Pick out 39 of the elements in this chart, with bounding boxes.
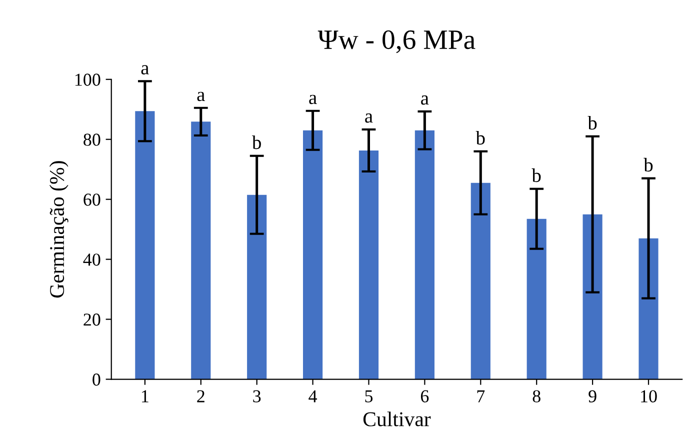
annotation: b bbox=[252, 135, 261, 150]
x-axis-title: Cultivar bbox=[363, 412, 431, 426]
bar bbox=[638, 238, 658, 380]
annotation: a bbox=[309, 94, 317, 104]
x-tick-label: 10 bbox=[641, 390, 657, 402]
annotation: b bbox=[476, 130, 485, 145]
bar bbox=[414, 130, 434, 380]
bar bbox=[526, 218, 546, 380]
y-tick-label: 80 bbox=[84, 134, 100, 146]
bar bbox=[247, 194, 267, 380]
annotation: b bbox=[644, 158, 653, 172]
annotation: a bbox=[141, 65, 149, 74]
bar bbox=[303, 130, 323, 380]
x-tick-label: 1 bbox=[142, 390, 148, 402]
y-tick-label: 40 bbox=[83, 254, 100, 266]
annotation: a bbox=[197, 92, 205, 102]
x-tick-label: 3 bbox=[253, 390, 261, 402]
y-tick-label: 20 bbox=[84, 314, 100, 326]
x-tick-label: 7 bbox=[477, 390, 485, 402]
bar bbox=[358, 150, 379, 380]
x-tick-label: 4 bbox=[308, 390, 318, 402]
annotation: a bbox=[421, 95, 429, 105]
annotation: b bbox=[588, 116, 597, 130]
annotation: b bbox=[532, 168, 541, 182]
x-tick-label: 9 bbox=[588, 390, 596, 402]
bar bbox=[135, 111, 155, 380]
x-tick-label: 8 bbox=[532, 390, 540, 402]
x-tick-label: 2 bbox=[197, 390, 204, 402]
x-tick-label: 5 bbox=[365, 390, 373, 402]
bar bbox=[470, 182, 490, 380]
y-tick-label: 100 bbox=[75, 74, 100, 86]
annotation: a bbox=[365, 113, 373, 123]
y-tick-label: 60 bbox=[84, 194, 100, 206]
bar bbox=[191, 122, 211, 380]
x-tick-label: 6 bbox=[420, 390, 429, 402]
chart-title: Ψw - 0,6 MPa bbox=[318, 30, 476, 54]
y-axis-title: Germinação (%) bbox=[49, 161, 68, 298]
bar bbox=[582, 214, 602, 380]
y-tick-label: 0 bbox=[92, 374, 100, 386]
